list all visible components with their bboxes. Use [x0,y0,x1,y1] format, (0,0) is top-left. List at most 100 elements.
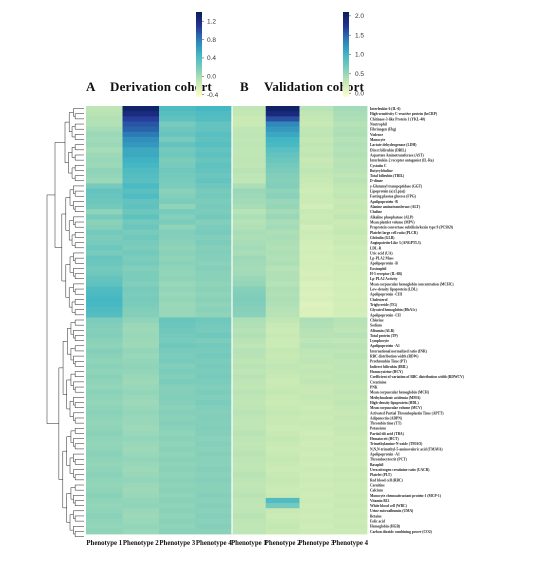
validation-cell-r27-c3 [333,245,368,251]
validation-cell-r51-c0 [232,368,267,375]
derivation-cell-r60-c2 [159,415,196,421]
validation-cell-r70-c0 [232,466,267,473]
validation-cell-r10-c0 [232,157,267,164]
row-label-52: Homocysteine (HCY) [370,370,404,374]
validation-cell-r24-c0 [232,229,267,236]
derivation-cell-r40-c1 [122,312,160,318]
derivation-cell-r4-c2 [159,126,196,133]
derivation-cell-r16-c1 [122,188,160,195]
derivation-cell-r29-c1 [122,255,160,262]
validation-cell-r42-c2 [299,322,334,329]
validation-cell-r72-c3 [333,477,368,483]
derivation-cell-r5-c0 [86,131,123,138]
validation-cell-r22-c1 [265,219,300,226]
row-label-8: Lactate dehydrogenase (LDH) [370,143,417,147]
row-label-47: Apolipoprotein -A1 [370,344,400,348]
dendrogram-branch [58,367,64,480]
validation-cell-r10-c3 [333,157,368,164]
derivation-cell-r8-c1 [122,147,160,153]
dendrogram-branch [46,194,59,424]
derivation-cell-r80-c1 [122,518,160,525]
dendrogram-branch [74,515,84,522]
row-label-20: Alanine aminotransferase (ALT) [370,205,421,209]
validation-cell-r5-c1 [265,131,300,138]
row-label-6: Violence [370,133,383,137]
derivation-cell-r30-c0 [86,260,123,267]
row-label-58: High-density lipoprotein (HDL) [370,401,419,405]
derivation-cell-r24-c0 [86,229,123,236]
derivation-cell-r59-c1 [122,410,160,416]
derivation-cell-r28-c1 [122,250,160,256]
dendrogram-branch [54,142,65,248]
validation-cell-r57-c1 [265,399,300,406]
row-label-26: Globulin (GLB) [370,236,395,240]
dendrogram-branch [71,301,76,313]
validation-cell-r39-c2 [299,307,334,313]
row-label-28: LDL-R [370,246,382,250]
dendrogram-branch [74,428,84,434]
dendrogram-branch [74,273,84,279]
derivation-cell-r12-c2 [159,167,196,174]
derivation-cell-r23-c1 [122,224,160,231]
derivation-cell-r24-c3 [195,229,233,236]
validation-cell-r37-c2 [299,296,334,303]
dendrogram-branch [74,190,84,197]
validation-cell-r43-c1 [265,327,300,334]
dendrogram-branch [70,348,76,361]
derivation-cell-r48-c1 [122,353,160,360]
validation-cell-r66-c1 [265,446,300,452]
validation-cell-r13-c3 [333,173,368,179]
validation-cell-r18-c3 [333,198,368,205]
derivation-cell-r77-c2 [159,503,196,509]
derivation-cell-r44-c1 [122,332,160,339]
row-label-29: Uric acid (UA) [370,251,393,255]
row-label-79: Urine microalbumin (UMA) [370,509,414,513]
validation-cell-r11-c1 [265,162,300,169]
derivation-cell-r63-c2 [159,430,196,437]
validation-cell-r7-c2 [299,142,334,148]
row-label-15: D-dimer [370,179,383,183]
derivation-cell-r75-c0 [86,492,123,499]
derivation-cell-r76-c3 [195,497,233,504]
validation-cell-r23-c0 [232,224,267,231]
validation-cell-r26-c0 [232,240,267,246]
derivation-cell-r9-c2 [159,152,196,158]
derivation-cell-r17-c1 [122,193,160,200]
dendrogram-branch [69,256,74,273]
validation-cell-r65-c2 [299,441,334,447]
derivation-cell-r26-c2 [159,240,196,246]
derivation-cell-r70-c0 [86,466,123,473]
derivation-cell-r48-c0 [86,353,123,360]
validation-cell-r25-c0 [232,234,267,241]
validation-cell-r56-c3 [333,394,368,401]
derivation-cell-r4-c1 [122,126,160,133]
derivation-cell-r52-c1 [122,374,160,380]
validation-cell-r48-c0 [232,353,267,360]
row-label-61: Adiponectin (ADPN) [370,416,403,420]
row-label-65: Hematocrit (HCT) [370,437,399,441]
row-label-18: Fasting plasma glucose (FPG) [370,195,417,199]
derivation-cell-r71-c1 [122,472,160,478]
validation-cell-r57-c3 [333,399,368,406]
validation-cell-r28-c0 [232,250,267,256]
row-label-75: Calcium [370,489,383,493]
validation-cell-r81-c0 [232,523,267,530]
validation-cell-r63-c1 [265,430,300,437]
validation-cell-r14-c2 [299,178,334,184]
row-label-78: White blood cell (WBC) [370,504,408,508]
validation-cell-r76-c0 [232,497,267,504]
derivation-cell-r56-c2 [159,394,196,401]
derivation-cell-r82-c3 [195,528,233,535]
derivation-cell-r35-c1 [122,286,160,293]
dendrogram-branch [74,144,84,151]
derivation-cell-r37-c0 [86,296,123,303]
validation-cell-r42-c0 [232,322,267,329]
row-label-11: Interleukin-2 receptor antagonist (IL-Ra… [370,159,434,163]
validation-cell-r47-c2 [299,348,334,354]
validation-cell-r34-c1 [265,281,300,287]
derivation-cell-r65-c2 [159,441,196,447]
validation-cell-r82-c0 [232,528,267,535]
row-label-73: Red blood cell (RBC) [370,478,403,482]
validation-cell-r46-c1 [265,343,300,349]
validation-cell-r48-c1 [265,353,300,360]
